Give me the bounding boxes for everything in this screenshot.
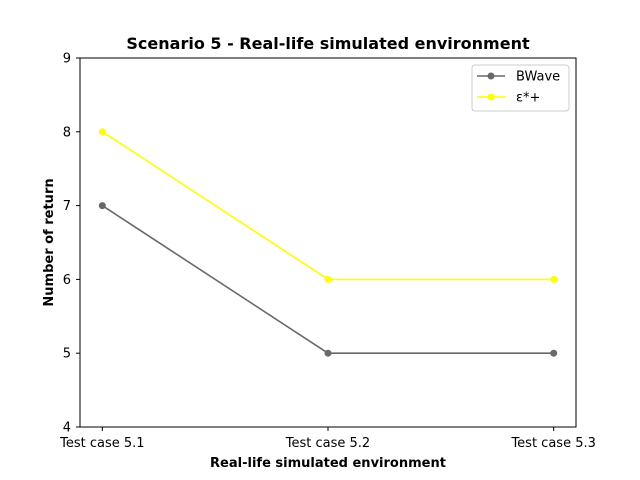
series-1 xyxy=(98,128,558,283)
data-point xyxy=(550,275,558,283)
plot-area xyxy=(80,58,576,427)
y-tick-label: 8 xyxy=(63,125,71,140)
chart-title: Scenario 5 - Real-life simulated environ… xyxy=(126,34,530,53)
legend-marker xyxy=(487,93,495,101)
y-tick-label: 7 xyxy=(63,199,71,214)
plot-background xyxy=(80,58,576,427)
x-axis-ticks: Test case 5.1 Test case 5.2 Test case 5.3 xyxy=(59,427,596,451)
y-axis-ticks: 4 5 6 7 8 9 xyxy=(63,52,80,436)
y-tick-label: 5 xyxy=(63,347,71,362)
x-tick-label: Test case 5.3 xyxy=(510,436,595,451)
legend-label: ε*+ xyxy=(516,91,540,106)
x-tick-label: Test case 5.2 xyxy=(285,436,370,451)
y-tick-label: 4 xyxy=(63,421,71,436)
legend-entry-0: BWave xyxy=(477,70,560,85)
x-tick-label: Test case 5.1 xyxy=(59,436,144,451)
series-0 xyxy=(98,202,558,357)
legend-marker xyxy=(487,72,495,80)
y-tick-label: 9 xyxy=(63,52,71,67)
data-point xyxy=(550,349,558,357)
data-point xyxy=(324,349,332,357)
legend: BWave ε*+ xyxy=(471,64,570,112)
legend-entry-1: ε*+ xyxy=(477,91,540,106)
series-layer xyxy=(98,128,558,357)
legend-label: BWave xyxy=(516,70,560,85)
y-axis-label: Number of return xyxy=(42,178,57,306)
y-tick-label: 6 xyxy=(63,273,71,288)
data-point xyxy=(324,275,332,283)
data-point xyxy=(98,202,106,210)
x-axis-label: Real-life simulated environment xyxy=(210,456,446,471)
data-point xyxy=(98,128,106,136)
